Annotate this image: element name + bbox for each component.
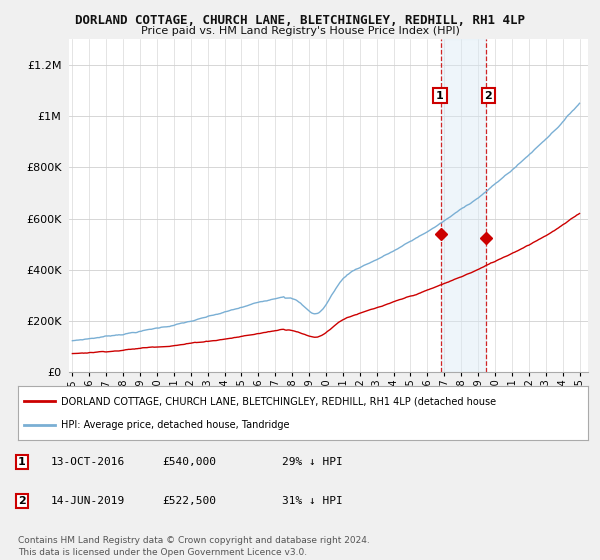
Text: £540,000: £540,000 — [162, 457, 216, 467]
Text: DORLAND COTTAGE, CHURCH LANE, BLETCHINGLEY, REDHILL, RH1 4LP (detached house: DORLAND COTTAGE, CHURCH LANE, BLETCHINGL… — [61, 396, 496, 407]
Text: Contains HM Land Registry data © Crown copyright and database right 2024.: Contains HM Land Registry data © Crown c… — [18, 536, 370, 545]
Text: 2: 2 — [18, 496, 26, 506]
Text: 1: 1 — [18, 457, 26, 467]
Text: This data is licensed under the Open Government Licence v3.0.: This data is licensed under the Open Gov… — [18, 548, 307, 557]
Bar — [441, 39, 486, 372]
Text: £522,500: £522,500 — [162, 496, 216, 506]
Text: 1: 1 — [436, 91, 444, 101]
Text: 29% ↓ HPI: 29% ↓ HPI — [282, 457, 343, 467]
Text: DORLAND COTTAGE, CHURCH LANE, BLETCHINGLEY, REDHILL, RH1 4LP: DORLAND COTTAGE, CHURCH LANE, BLETCHINGL… — [75, 14, 525, 27]
Text: 13-OCT-2016: 13-OCT-2016 — [51, 457, 125, 467]
Text: 31% ↓ HPI: 31% ↓ HPI — [282, 496, 343, 506]
Text: HPI: Average price, detached house, Tandridge: HPI: Average price, detached house, Tand… — [61, 419, 289, 430]
Text: 2: 2 — [484, 91, 492, 101]
Text: 14-JUN-2019: 14-JUN-2019 — [51, 496, 125, 506]
Text: Price paid vs. HM Land Registry's House Price Index (HPI): Price paid vs. HM Land Registry's House … — [140, 26, 460, 36]
